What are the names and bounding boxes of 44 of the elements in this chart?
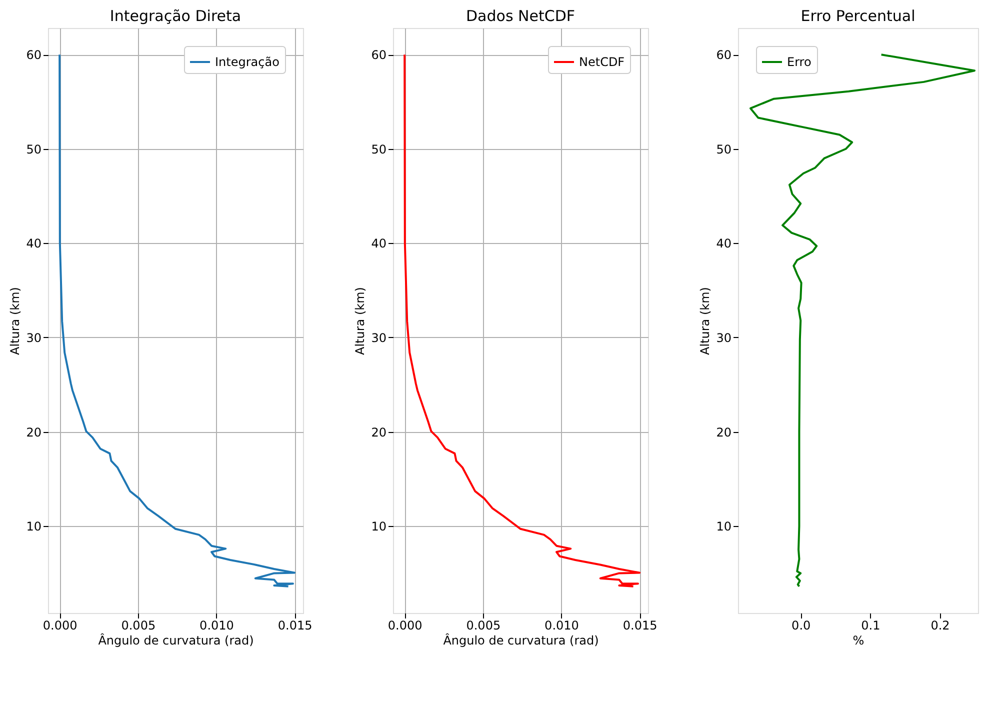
y-tick-label: 20: [26, 425, 42, 440]
y-tick-label: 50: [26, 142, 42, 156]
x-tick-label: 0.005: [466, 618, 501, 632]
y-tick-label: 60: [26, 48, 42, 62]
x-tick-label: 0.000: [388, 618, 422, 632]
y-tick-label: 40: [716, 236, 732, 251]
y-tick-label: 10: [371, 520, 386, 534]
y-tick-label: 60: [371, 48, 386, 62]
legend-label: NetCDF: [579, 55, 625, 69]
x-tick-label: 0.1: [861, 618, 880, 632]
y-tick-label: 10: [26, 520, 42, 534]
y-tick-label: 50: [371, 142, 386, 156]
y-tick-label: 30: [716, 330, 732, 345]
x-tick-label: 0.000: [42, 618, 78, 632]
legend-label: Integração: [215, 55, 280, 69]
x-tick-label: 0.015: [622, 618, 658, 632]
y-tick-label: 30: [371, 330, 386, 345]
chart-title: Integração Direta: [110, 7, 242, 25]
x-tick-label: 0.0: [792, 618, 811, 632]
line-series: [750, 54, 976, 588]
x-tick-label: 0.015: [278, 618, 312, 632]
chart-title: Dados NetCDF: [466, 7, 576, 25]
x-tick-label: 0.010: [544, 618, 579, 632]
y-tick-label: 10: [716, 520, 732, 534]
y-tick-label: 20: [716, 425, 732, 440]
x-axis-title: Ângulo de curvatura (rad): [98, 632, 254, 648]
y-axis-title: Altura (km): [698, 287, 712, 355]
y-tick-label: 50: [716, 142, 732, 156]
line-series: [58, 54, 296, 588]
y-tick-label: 20: [371, 425, 386, 440]
x-tick-label: 0.2: [930, 618, 950, 632]
y-tick-label: 40: [371, 236, 386, 251]
x-tick-label: 0.005: [121, 618, 156, 632]
y-tick-label: 60: [716, 48, 732, 62]
y-axis-title: Altura (km): [353, 287, 368, 355]
legend-label: Erro: [787, 55, 812, 69]
x-axis-title: Ângulo de curvatura (rad): [443, 632, 599, 648]
line-series: [404, 54, 641, 588]
y-tick-label: 40: [26, 236, 42, 251]
x-axis-title: %: [852, 634, 864, 648]
y-axis-title: Altura (km): [8, 287, 22, 355]
y-tick-label: 30: [26, 330, 42, 345]
x-tick-label: 0.010: [200, 618, 234, 632]
chart-title: Erro Percentual: [800, 7, 916, 25]
